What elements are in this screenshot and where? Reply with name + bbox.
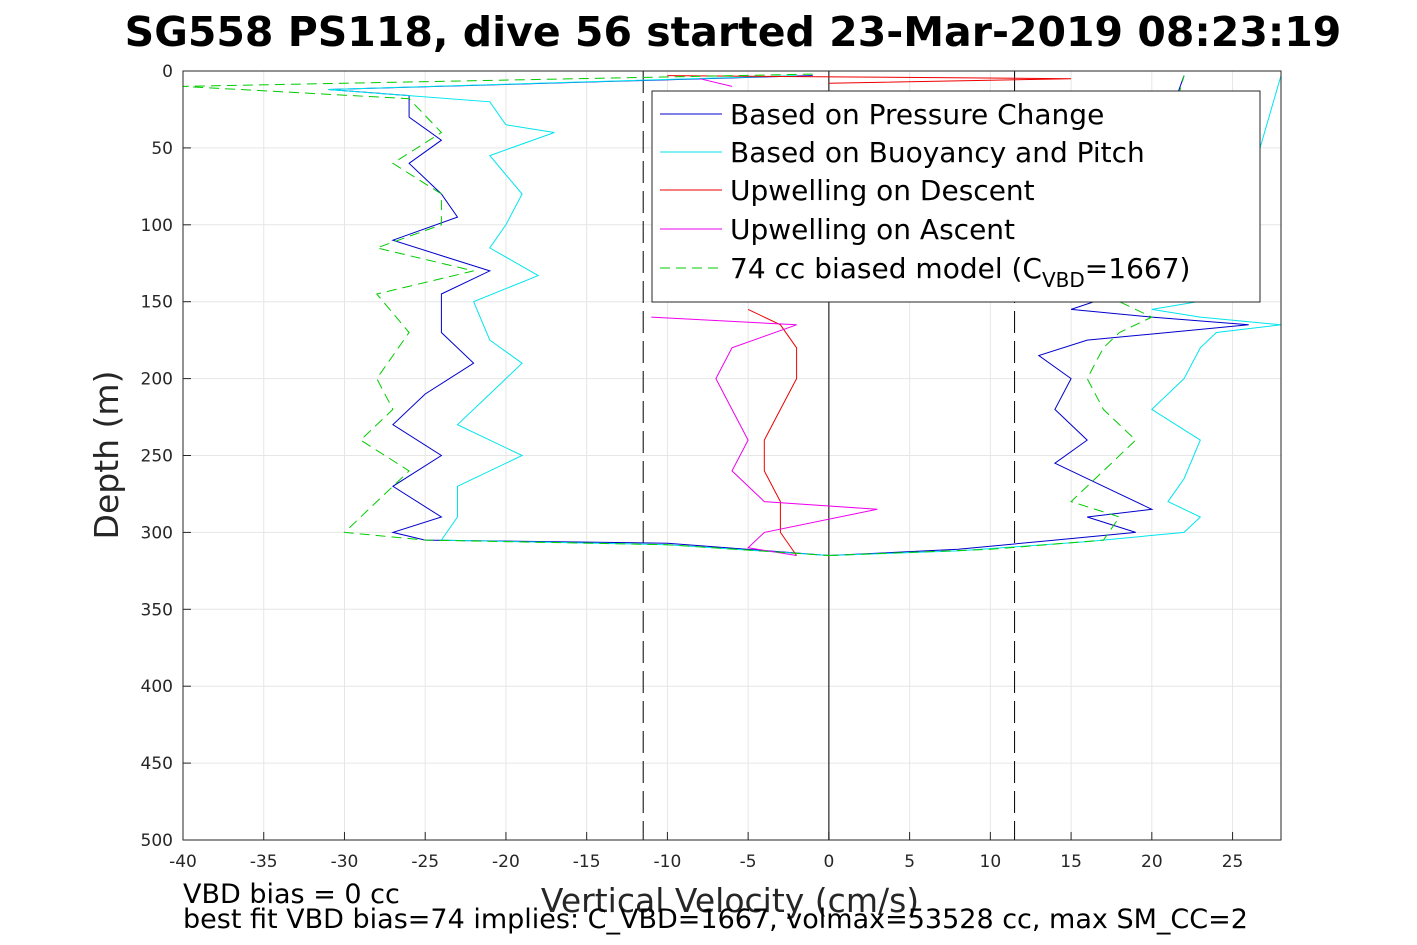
legend-model-suffix: =1667) <box>1085 252 1191 285</box>
y-tick-label: 400 <box>141 677 173 697</box>
x-tick-label: 20 <box>1141 852 1163 872</box>
x-axis-label: Vertical Velocity (cm/s) <box>541 881 919 920</box>
series-2-descent-line <box>667 75 1072 84</box>
legend-model-prefix: 74 cc biased model (C <box>730 252 1042 285</box>
legend-item-upwelling-descent: Upwelling on Descent <box>730 174 1035 207</box>
chart-title: SG558 PS118, dive 56 started 23-Mar-2019… <box>125 8 1342 56</box>
series-4-descent-line <box>182 73 829 556</box>
x-tick-label: -10 <box>654 852 682 872</box>
y-tick-labels: 0 50 100 150 200 250 300 350 400 450 500 <box>141 62 173 851</box>
series-2-ascent-line <box>747 308 798 556</box>
y-axis-label: Depth (m) <box>87 371 126 540</box>
x-tick-label: -35 <box>250 852 278 872</box>
x-tick-label: -30 <box>331 852 359 872</box>
legend-item-pressure: Based on Pressure Change <box>730 98 1104 131</box>
note-vbd-bias: VBD bias = 0 cc <box>183 879 400 910</box>
x-tick-label: -15 <box>573 852 601 872</box>
series-1-ascent-line <box>828 75 1282 556</box>
series-3-descent-line <box>699 78 733 87</box>
y-tick-label: 300 <box>141 523 173 543</box>
legend-box <box>651 90 1261 303</box>
legend-item-buoyancy: Based on Buoyancy and Pitch <box>730 136 1145 169</box>
legend-item-upwelling-ascent: Upwelling on Ascent <box>730 213 1015 246</box>
y-tick-label: 350 <box>141 600 173 620</box>
y-tick-label: 150 <box>141 293 173 313</box>
series-0-descent-line <box>328 75 829 556</box>
x-tick-label: -40 <box>169 852 197 872</box>
legend: Based on Pressure Change Based on Buoyan… <box>651 90 1261 303</box>
axes-box <box>182 70 1282 841</box>
legend-item-model: 74 cc biased model (CVBD=1667) <box>730 252 1190 292</box>
series-lines <box>182 73 1282 556</box>
x-tick-label: 10 <box>980 852 1002 872</box>
y-tick-label: 0 <box>162 62 173 82</box>
x-tick-labels: -40 -35 -30 -25 -20 -15 -10 -5 0 5 10 15 20 25 <box>169 852 1243 872</box>
y-tick-label: 50 <box>151 139 173 159</box>
x-tick-label: -20 <box>492 852 520 872</box>
y-tick-label: 200 <box>141 370 173 390</box>
legend-model-sub: VBD <box>1042 268 1085 292</box>
x-tick-label: 25 <box>1222 852 1244 872</box>
x-tick-label: 0 <box>823 852 834 872</box>
x-tick-label: -25 <box>411 852 439 872</box>
x-tick-label: 15 <box>1060 852 1082 872</box>
y-tick-label: 450 <box>141 754 173 774</box>
series-3-ascent-line <box>651 316 878 556</box>
note-best-fit: best fit VBD bias=74 implies: C_VBD=1667… <box>183 904 1248 935</box>
series-1-descent-line <box>328 75 829 556</box>
x-tick-label: 5 <box>904 852 915 872</box>
series-4-ascent-line <box>828 75 1185 556</box>
y-tick-label: 500 <box>141 831 173 851</box>
y-tick-label: 250 <box>141 447 173 467</box>
y-tick-label: 100 <box>141 216 173 236</box>
x-tick-label: -5 <box>740 852 757 872</box>
